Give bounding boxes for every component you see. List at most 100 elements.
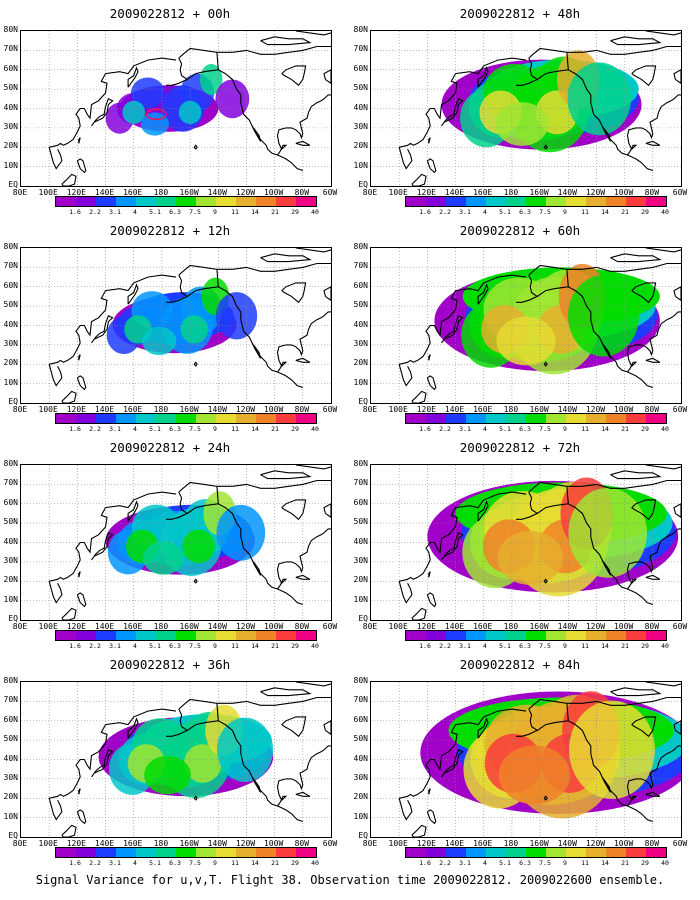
longitude-label: 80W — [294, 188, 310, 197]
map-panel: 2009022812 + 84h 80N 70N 60N 50N 40N 30N 20N 10N… — [350, 651, 690, 867]
latitude-label: 20N — [3, 358, 18, 368]
latitude-label: 20N — [3, 141, 18, 151]
latitude-label: 10N — [353, 594, 368, 604]
coastline — [399, 274, 527, 365]
colorbar-label: 6.3 — [519, 208, 531, 216]
coastline — [91, 532, 114, 561]
coastline — [631, 282, 657, 304]
colorbar-swatch — [256, 414, 276, 423]
colorbar-swatch — [136, 414, 156, 423]
latitude-label: 60N — [3, 497, 18, 507]
coastline — [441, 532, 464, 561]
colorbar-swatch — [96, 631, 116, 640]
latitude-label: 70N — [353, 44, 368, 54]
longitude-label: 180 — [153, 405, 169, 414]
colorbar-swatch — [236, 631, 256, 640]
colorbar-label: 7.5 — [539, 208, 551, 216]
coastline — [127, 717, 139, 739]
longitude-label: 140W — [207, 839, 227, 848]
coastlines — [48, 682, 331, 837]
coastline — [645, 140, 661, 146]
colorbar-label: 5.1 — [149, 642, 161, 650]
coastline — [251, 559, 262, 576]
variance-blob — [216, 717, 274, 782]
coastline — [566, 262, 681, 272]
coastline — [426, 375, 437, 391]
colorbar-label: 14 — [251, 859, 259, 867]
coastlines — [398, 248, 681, 403]
colorbar-label: 21 — [271, 642, 279, 650]
coastline — [276, 528, 331, 590]
longitude-label: 140W — [207, 622, 227, 631]
coastline — [193, 144, 198, 150]
latitude-label: 60N — [3, 280, 18, 290]
coastline — [323, 720, 331, 735]
colorbar-label: 7.5 — [189, 642, 201, 650]
latitude-label: 30N — [3, 555, 18, 565]
colorbar-swatch — [76, 197, 96, 206]
colorbar-label: 2.2 — [89, 425, 101, 433]
longitude-label: 80E — [362, 622, 378, 631]
longitude-label: 160E — [123, 839, 143, 848]
colorbar-swatch — [566, 197, 586, 206]
coastlines — [398, 465, 681, 620]
colorbar-swatch — [586, 414, 606, 423]
coastline — [49, 274, 177, 365]
variance-blob — [184, 744, 222, 783]
latitude-label: EQ — [358, 831, 368, 840]
colorbar-label: 2.2 — [439, 859, 451, 867]
colorbar-swatch — [506, 414, 526, 423]
colorbar-swatch — [606, 414, 626, 423]
colorbar-swatch — [56, 631, 76, 640]
longitude-label: 120W — [235, 839, 256, 848]
latitude-label: 20N — [353, 358, 368, 368]
map-frame — [370, 681, 682, 838]
colorbar-label: 7.5 — [189, 208, 201, 216]
variance-shading — [98, 704, 274, 799]
coastline — [76, 158, 87, 174]
colorbar-swatch — [606, 848, 626, 857]
colorbar-label: 11 — [231, 208, 239, 216]
coastline — [216, 479, 331, 489]
coastline — [645, 682, 681, 687]
colorbar-label: 4 — [483, 425, 487, 433]
colorbar-swatch — [426, 414, 446, 423]
latitude-label: 50N — [353, 734, 368, 744]
map-panel: 2009022812 + 36h 80N 70N 60N 50N 40N 30N 20N 10N… — [0, 651, 340, 867]
latitude-label: 40N — [3, 102, 18, 112]
colorbar-swatch — [156, 631, 176, 640]
longitude-label: 120W — [585, 405, 606, 414]
latitude-label: EQ — [8, 614, 18, 623]
colorbar-swatch — [546, 197, 566, 206]
longitude-label: 60W — [322, 188, 338, 197]
latitude-label: 50N — [353, 517, 368, 527]
colorbar-swatch — [586, 197, 606, 206]
coastline — [251, 125, 262, 142]
colorbar-swatch — [526, 197, 546, 206]
longitude-label: 140E — [444, 405, 465, 414]
variance-blob — [140, 112, 169, 136]
colorbar-label: 1.6 — [69, 859, 81, 867]
latitude-label: 20N — [3, 575, 18, 585]
latitude-label: EQ — [8, 180, 18, 189]
colorbar-swatch — [546, 414, 566, 423]
longitude-label: 160E — [473, 839, 493, 848]
coastline — [91, 315, 114, 344]
colorbar-label: 40 — [661, 859, 669, 867]
coastline — [323, 69, 331, 84]
latitude-label: 10N — [3, 594, 18, 604]
longitude-label: 160E — [473, 622, 493, 631]
colorbar-label: 6.3 — [169, 642, 181, 650]
coastline — [645, 791, 661, 797]
coastline — [428, 354, 431, 361]
coastline — [477, 66, 489, 88]
coastline — [516, 512, 538, 520]
colorbar — [405, 847, 667, 858]
colorbar-swatch — [646, 631, 666, 640]
coastline — [216, 696, 331, 706]
colorbar-swatch — [606, 631, 626, 640]
colorbar-label: 6.3 — [519, 642, 531, 650]
longitude-label: 100W — [263, 188, 284, 197]
coastline — [260, 253, 312, 263]
panel-title: 2009022812 + 12h — [109, 223, 231, 238]
